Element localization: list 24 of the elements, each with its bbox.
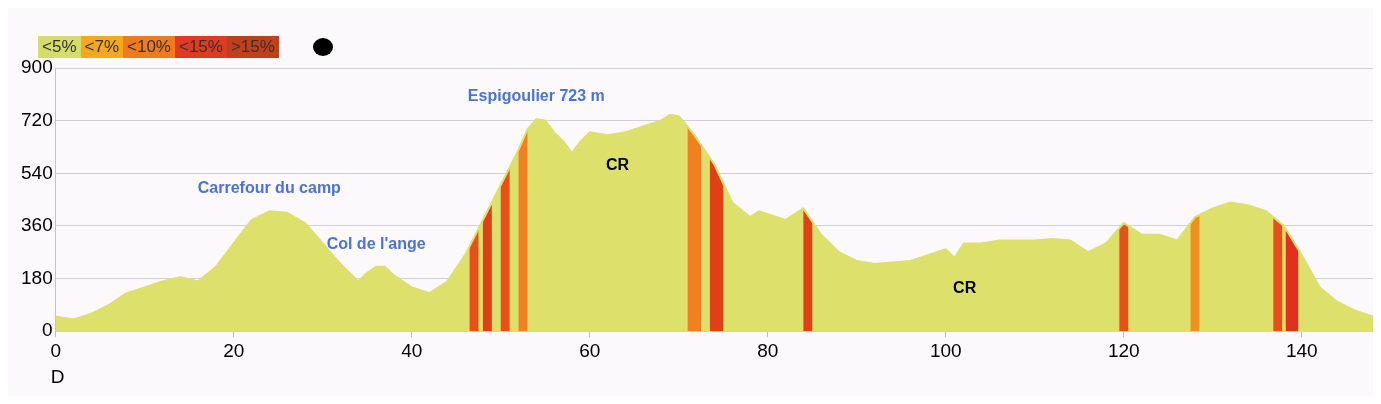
annotation: Carrefour du camp — [197, 179, 342, 197]
text: <10% — [123, 36, 175, 58]
annotation: CR — [605, 156, 630, 174]
y-tick-label: 900 — [21, 56, 53, 78]
text: >15% — [226, 36, 279, 58]
x-tick-label: 140 — [1285, 339, 1318, 361]
x-tick-label: 20 — [223, 339, 245, 361]
x-tick-label: 100 — [929, 339, 962, 361]
annotation: Col de l'ange — [326, 234, 426, 252]
y-tick-label: 720 — [21, 108, 53, 130]
annotation: Espigoulier 723 m — [467, 87, 605, 105]
x-tick-label: 80 — [757, 339, 779, 361]
x-tick-label: 60 — [579, 339, 601, 361]
text: <7% — [80, 36, 123, 58]
y-tick-label: 0 — [42, 319, 53, 341]
x-tick-label: 120 — [1107, 339, 1140, 361]
y-tick-label: 360 — [21, 214, 53, 236]
text: <5% — [38, 36, 81, 58]
annotation: CR — [953, 279, 977, 297]
x-tick-label: 40 — [401, 339, 423, 361]
text: <15% — [174, 36, 227, 58]
y-tick-label: 540 — [21, 161, 53, 183]
y-tick-label: 180 — [21, 266, 53, 288]
annotation: D — [50, 366, 65, 388]
